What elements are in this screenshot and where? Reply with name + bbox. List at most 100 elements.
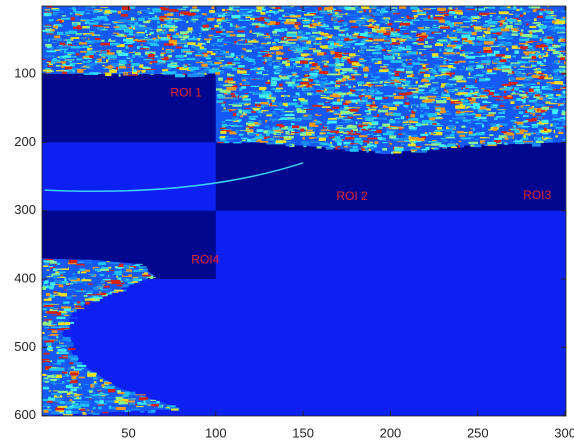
- land-texture: [373, 133, 377, 136]
- land-texture: [461, 143, 466, 145]
- land-texture: [429, 132, 431, 134]
- land-texture: [299, 38, 308, 40]
- land-texture: [534, 18, 537, 21]
- land-texture: [504, 137, 506, 138]
- land-texture: [350, 133, 360, 135]
- land-texture: [524, 113, 529, 114]
- land-texture: [62, 352, 65, 353]
- land-texture: [43, 305, 53, 307]
- land-texture: [475, 123, 483, 124]
- land-texture: [84, 23, 86, 24]
- land-texture: [168, 35, 170, 38]
- land-texture: [365, 42, 371, 43]
- land-texture: [267, 138, 270, 141]
- land-texture: [188, 31, 192, 32]
- land-texture: [49, 390, 58, 391]
- land-texture: [305, 132, 314, 134]
- land-texture: [221, 104, 224, 107]
- land-texture: [475, 8, 485, 10]
- land-texture: [71, 296, 73, 297]
- land-texture: [341, 99, 344, 102]
- land-texture: [440, 111, 445, 113]
- land-texture: [75, 265, 84, 267]
- land-texture: [277, 77, 280, 78]
- land-texture: [465, 49, 473, 52]
- land-texture: [70, 63, 77, 64]
- land-texture: [152, 70, 154, 73]
- land-texture: [478, 82, 481, 85]
- land-texture: [412, 62, 420, 64]
- land-texture: [133, 51, 135, 53]
- land-texture: [383, 40, 390, 41]
- land-texture: [220, 6, 229, 8]
- land-texture: [79, 269, 85, 271]
- land-texture: [56, 365, 64, 367]
- land-texture: [47, 347, 52, 350]
- land-texture: [545, 16, 553, 19]
- land-texture: [104, 286, 110, 288]
- land-texture: [433, 87, 439, 88]
- land-texture: [309, 79, 313, 82]
- land-texture: [534, 108, 539, 110]
- land-texture: [382, 148, 387, 151]
- land-texture: [284, 21, 294, 24]
- land-texture: [309, 76, 316, 78]
- land-texture: [399, 45, 402, 46]
- land-texture: [92, 413, 100, 415]
- land-texture: [288, 120, 291, 123]
- land-texture: [534, 103, 539, 106]
- land-texture: [512, 64, 521, 67]
- land-texture: [93, 287, 98, 290]
- land-texture: [57, 20, 59, 21]
- land-texture: [259, 81, 265, 83]
- land-texture: [408, 85, 418, 86]
- land-texture: [408, 63, 411, 65]
- land-texture: [519, 39, 529, 42]
- land-texture: [251, 86, 259, 87]
- land-texture: [149, 13, 154, 14]
- land-texture: [484, 35, 491, 38]
- land-texture: [309, 73, 317, 76]
- land-texture: [128, 24, 133, 25]
- land-texture: [342, 68, 352, 71]
- land-texture: [481, 132, 484, 134]
- land-texture: [269, 118, 279, 120]
- land-texture: [240, 85, 250, 86]
- land-texture: [387, 131, 392, 134]
- land-texture: [552, 34, 556, 35]
- land-texture: [510, 33, 512, 36]
- land-texture: [373, 101, 375, 104]
- land-texture: [514, 67, 516, 68]
- land-texture: [209, 72, 215, 73]
- land-texture: [246, 57, 248, 58]
- land-texture: [375, 85, 383, 86]
- land-texture: [520, 46, 528, 48]
- land-texture: [235, 94, 238, 96]
- land-texture: [368, 138, 378, 140]
- land-texture: [85, 302, 89, 305]
- land-texture: [459, 141, 462, 142]
- land-texture: [300, 133, 306, 136]
- land-texture: [412, 19, 420, 21]
- land-texture: [256, 104, 259, 105]
- land-texture: [355, 73, 359, 74]
- land-texture: [189, 67, 199, 70]
- land-texture: [545, 135, 552, 136]
- land-texture: [107, 261, 110, 262]
- land-texture: [270, 21, 276, 24]
- land-texture: [190, 9, 199, 11]
- land-texture: [64, 315, 69, 316]
- land-texture: [473, 103, 480, 106]
- land-texture: [458, 133, 467, 135]
- land-texture: [496, 116, 505, 117]
- land-texture: [71, 17, 75, 20]
- land-texture: [143, 27, 152, 30]
- land-texture: [43, 404, 50, 405]
- land-texture: [108, 60, 118, 63]
- land-texture: [559, 54, 562, 57]
- land-texture: [560, 104, 564, 106]
- land-texture: [246, 50, 252, 52]
- land-texture: [67, 36, 69, 38]
- land-texture: [529, 26, 536, 28]
- land-texture: [368, 82, 378, 83]
